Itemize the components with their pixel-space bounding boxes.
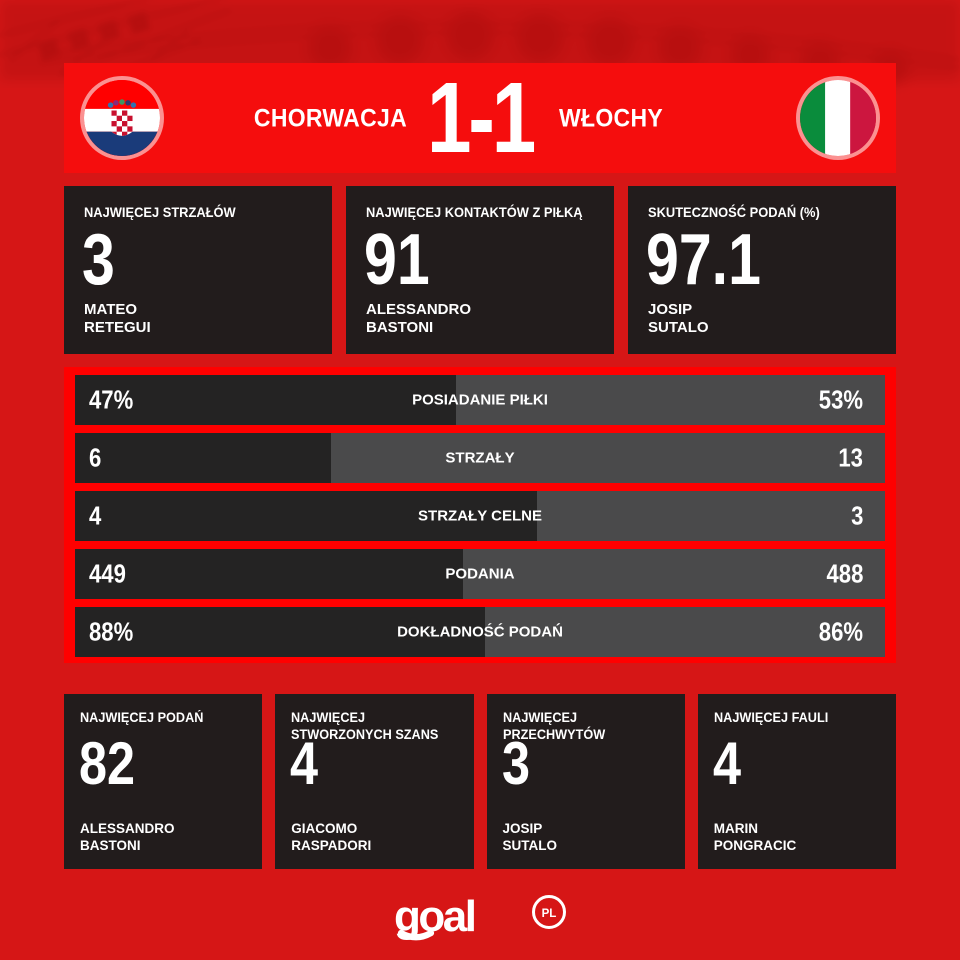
- svg-text:PL: PL: [542, 908, 557, 920]
